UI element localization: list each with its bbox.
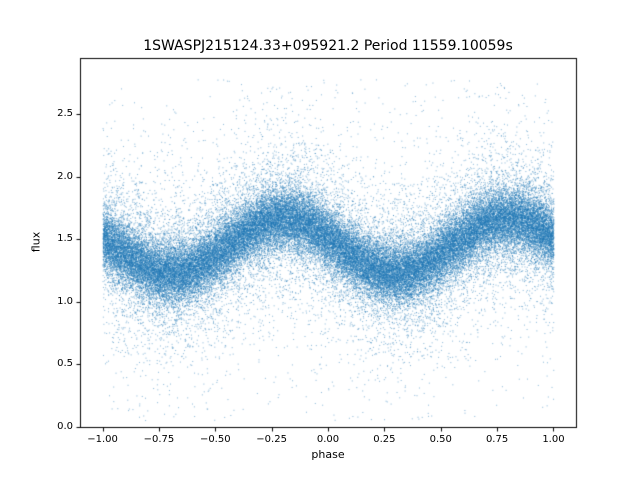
x-tick-label: 1.00 xyxy=(542,434,565,445)
x-tick-label: −1.00 xyxy=(87,434,118,445)
x-tick-label: 0.00 xyxy=(316,434,340,445)
x-tick-label: 0.75 xyxy=(485,434,509,445)
x-tick-label: −0.75 xyxy=(143,434,175,445)
y-tick-label: 2.0 xyxy=(57,170,73,182)
y-tick-label: 1.0 xyxy=(57,295,73,307)
y-tick-label: 0.5 xyxy=(57,358,73,370)
x-tick-label: 0.25 xyxy=(373,434,396,445)
y-tick-label: 2.5 xyxy=(57,108,73,120)
x-axis-label: phase xyxy=(311,448,345,461)
x-tick-label: −0.25 xyxy=(256,434,287,445)
y-tick-label: 1.5 xyxy=(57,233,73,245)
chart-title: 1SWASPJ215124.33+095921.2 Period 11559.1… xyxy=(143,38,513,54)
y-tick-label: 0.0 xyxy=(57,421,73,432)
x-tick-label: −0.50 xyxy=(199,434,231,445)
x-tick-label: 0.50 xyxy=(429,434,452,445)
